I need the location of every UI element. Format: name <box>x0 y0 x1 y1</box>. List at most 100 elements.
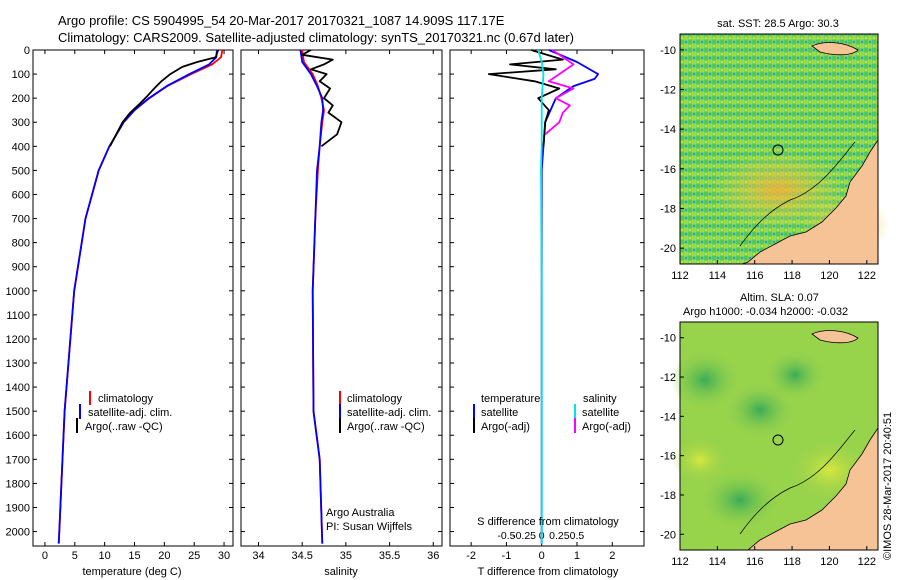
map-x-tick-label: 122 <box>858 270 876 282</box>
map-y-tick-label: -16 <box>660 451 676 463</box>
map-x-tick-label: 114 <box>709 556 727 568</box>
sla-high-region <box>672 438 728 482</box>
series-line-salinity-argo-adj- <box>544 49 575 135</box>
x-tick-label: 15 <box>128 550 140 562</box>
sst-map: sat. SST: 28.5 Argo: 30.3 112 114 116 118 12… <box>660 18 890 282</box>
temperature-axes-frame <box>32 49 234 547</box>
y-tick-label: 1900 <box>6 502 30 514</box>
x-tick-label: 34.5 <box>291 550 312 562</box>
annotation-pi: PI: Susan Wijffels <box>326 521 412 533</box>
temperature-xlabel: temperature (deg C) <box>82 566 181 578</box>
salinity-xlabel: salinity <box>324 566 358 578</box>
island-land <box>811 330 859 344</box>
series-line-satellite-adj-clim- <box>57 49 218 544</box>
sla-map-frame <box>679 321 879 551</box>
y-tick-label: 500 <box>12 165 30 177</box>
x-tick-label: -1 <box>502 550 512 562</box>
sla-map: Altim. SLA: 0.07 Argo h1000: -0.034 h200… <box>660 292 879 568</box>
map-x-tick-label: 120 <box>820 270 838 282</box>
difference-axes-frame <box>449 49 645 547</box>
australia-coast <box>746 426 879 551</box>
x-tick-label: 2 <box>609 550 615 562</box>
x2-tick-label: -0.25 <box>512 530 536 542</box>
series-line-argo-raw-qc- <box>301 49 343 148</box>
x-tick-label: 30 <box>218 550 230 562</box>
salinity-legend: climatology satellite-adj. clim. Argo(..… <box>339 391 431 433</box>
y-tick-label: 1200 <box>6 334 30 346</box>
x-tick-label: 1 <box>574 550 580 562</box>
y-tick-label: 1500 <box>6 406 30 418</box>
map-y-tick-label: -16 <box>660 164 676 176</box>
x-tick-label: 0 <box>539 550 545 562</box>
y-tick-label: 400 <box>12 141 30 153</box>
argo-float-marker <box>772 434 784 446</box>
y-tick-label: 700 <box>12 214 30 226</box>
legend-label-climatology: climatology <box>347 393 403 405</box>
legend-label-satellite: satellite-adj. clim. <box>347 407 431 419</box>
y-tick-label: 1600 <box>6 430 30 442</box>
sla-low-region <box>725 382 795 438</box>
series-line-temperature-argo-adj- <box>487 49 564 147</box>
sla-low-region <box>700 470 780 530</box>
difference-legend: temperature salinity satellite Argo(-adj… <box>473 393 631 433</box>
x-tick-label: 36 <box>427 550 439 562</box>
imos-timestamp: ©IMOS 28-Mar-2017 20:40:51 <box>882 411 894 560</box>
map-x-tick-label: 116 <box>746 270 764 282</box>
map-x-tick-label: 120 <box>820 556 838 568</box>
series-line-temperature-satellite <box>540 49 599 544</box>
legend-label-climatology: climatology <box>98 393 154 405</box>
x-tick-label: -2 <box>466 550 476 562</box>
y-tick-label: 800 <box>12 238 30 250</box>
map-x-tick-label: 116 <box>746 556 764 568</box>
annotation-argo-australia: Argo Australia <box>326 507 395 519</box>
map-y-tick-label: -20 <box>660 529 676 541</box>
x-tick-label: 20 <box>158 550 170 562</box>
legend-label-temp-satellite: satellite <box>481 407 518 419</box>
legend-label-sal-satellite: satellite <box>582 407 619 419</box>
temperature-panel: 0100200300400500600700800900100011001200… <box>6 45 234 578</box>
map-y-tick-label: -14 <box>660 124 676 136</box>
y-tick-label: 1400 <box>6 382 30 394</box>
temperature-legend: climatology satellite-adj. clim. Argo(..… <box>76 391 172 433</box>
x-tick-label: 10 <box>99 550 111 562</box>
salinity-axes-frame <box>240 49 443 547</box>
map-x-tick-label: 118 <box>783 270 801 282</box>
map-y-tick-label: -18 <box>660 203 676 215</box>
s-difference-xlabel: S difference from climatology <box>477 516 619 528</box>
x2-tick-label: 0.5 <box>570 530 585 542</box>
x2-tick-label: 0.25 <box>549 530 570 542</box>
map-x-tick-label: 114 <box>709 270 727 282</box>
australia-coast <box>741 138 879 265</box>
y-tick-label: 100 <box>12 69 30 81</box>
y-tick-label: 1800 <box>6 478 30 490</box>
y-tick-label: 200 <box>12 93 30 105</box>
legend-label-temp-argo: Argo(-adj) <box>481 421 530 433</box>
x-tick-label: 0 <box>42 550 48 562</box>
map-y-tick-label: -12 <box>660 372 676 384</box>
map-x-tick-label: 112 <box>671 270 689 282</box>
x2-tick-label: -0.5 <box>497 530 515 542</box>
y-tick-label: 600 <box>12 189 30 201</box>
map-x-tick-label: 118 <box>783 556 801 568</box>
map-y-tick-label: -12 <box>660 85 676 97</box>
sla-map-title-2: Argo h1000: -0.034 h2000: -0.032 <box>683 306 848 318</box>
argo-float-marker <box>772 144 784 156</box>
x-tick-label: 25 <box>188 550 200 562</box>
sst-map-title: sat. SST: 28.5 Argo: 30.3 <box>717 18 839 30</box>
y-tick-label: 2000 <box>6 527 30 539</box>
y-tick-label: 1000 <box>6 286 30 298</box>
y-tick-label: 900 <box>12 262 30 274</box>
x-tick-label: 5 <box>72 550 78 562</box>
y-tick-label: 1100 <box>6 310 30 322</box>
map-y-tick-label: -10 <box>660 45 676 57</box>
map-y-tick-label: -20 <box>660 243 676 255</box>
series-line-argo-raw-qc- <box>109 49 219 147</box>
legend-label-argo: Argo(..raw -QC) <box>85 421 163 433</box>
series-line-climatology <box>57 49 224 544</box>
bathymetry-contour <box>739 429 856 535</box>
difference-panel: -2 -1 0 1 2 -0.5-0.25 0 0.25 0.5 T difference f… <box>449 49 645 578</box>
title-line-1: Argo profile: CS 5904995_54 20-Mar-2017 … <box>58 13 505 28</box>
map-y-tick-label: -18 <box>660 490 676 502</box>
island-land <box>811 42 859 56</box>
y-tick-label: 1300 <box>6 358 30 370</box>
